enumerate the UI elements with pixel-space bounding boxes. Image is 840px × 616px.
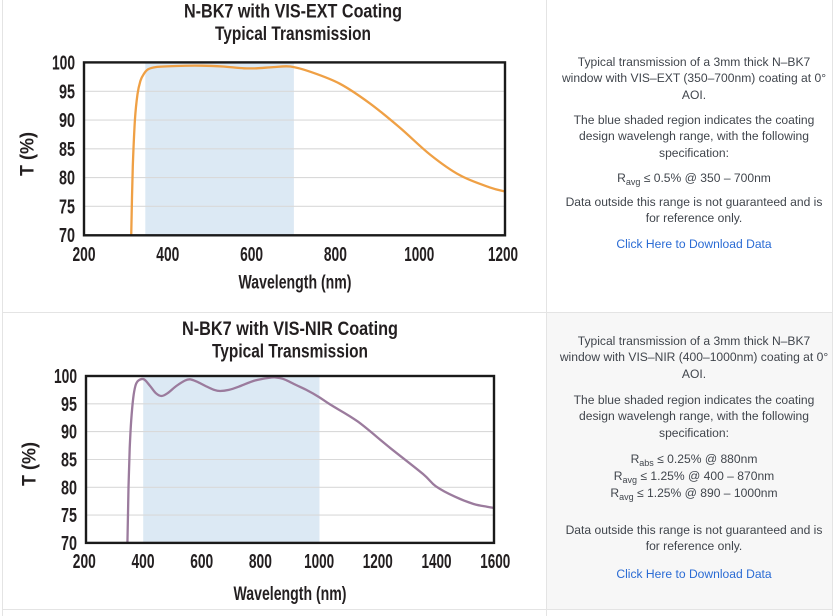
svg-text:70: 70 <box>59 225 75 247</box>
svg-text:N-BK7 with VIS-NIR Coating: N-BK7 with VIS-NIR Coating <box>182 319 398 340</box>
svg-text:80: 80 <box>59 168 75 190</box>
svg-text:90: 90 <box>59 110 75 132</box>
svg-text:95: 95 <box>59 81 75 103</box>
svg-text:600: 600 <box>190 551 213 573</box>
svg-text:400: 400 <box>132 551 155 573</box>
svg-text:200: 200 <box>73 551 96 573</box>
svg-text:75: 75 <box>59 196 75 218</box>
svg-text:Wavelength (nm): Wavelength (nm) <box>239 273 352 294</box>
svg-text:Typical Transmission: Typical Transmission <box>215 24 371 45</box>
svg-text:800: 800 <box>324 244 347 266</box>
svg-text:1400: 1400 <box>422 551 452 573</box>
svg-text:100: 100 <box>52 53 75 75</box>
svg-text:200: 200 <box>73 244 96 266</box>
svg-text:400: 400 <box>156 244 179 266</box>
svg-text:80: 80 <box>61 477 77 499</box>
svg-text:1000: 1000 <box>304 551 334 573</box>
svg-text:T (%): T (%) <box>18 132 39 176</box>
svg-text:85: 85 <box>61 450 77 472</box>
svg-text:90: 90 <box>61 422 77 444</box>
svg-text:800: 800 <box>249 551 272 573</box>
svg-text:N-BK7 with VIS-EXT Coating: N-BK7 with VIS-EXT Coating <box>184 1 402 22</box>
svg-text:100: 100 <box>54 366 77 388</box>
svg-text:Wavelength (nm): Wavelength (nm) <box>234 584 347 605</box>
svg-text:Typical Transmission: Typical Transmission <box>212 342 368 363</box>
svg-text:1000: 1000 <box>404 244 434 266</box>
svg-text:95: 95 <box>61 394 77 416</box>
svg-text:85: 85 <box>59 139 75 161</box>
svg-text:600: 600 <box>240 244 263 266</box>
svg-text:1200: 1200 <box>488 244 518 266</box>
svg-text:1600: 1600 <box>480 551 510 573</box>
svg-text:1200: 1200 <box>363 551 393 573</box>
svg-text:70: 70 <box>61 533 77 555</box>
svg-text:75: 75 <box>61 505 77 527</box>
svg-text:T (%): T (%) <box>20 442 41 486</box>
